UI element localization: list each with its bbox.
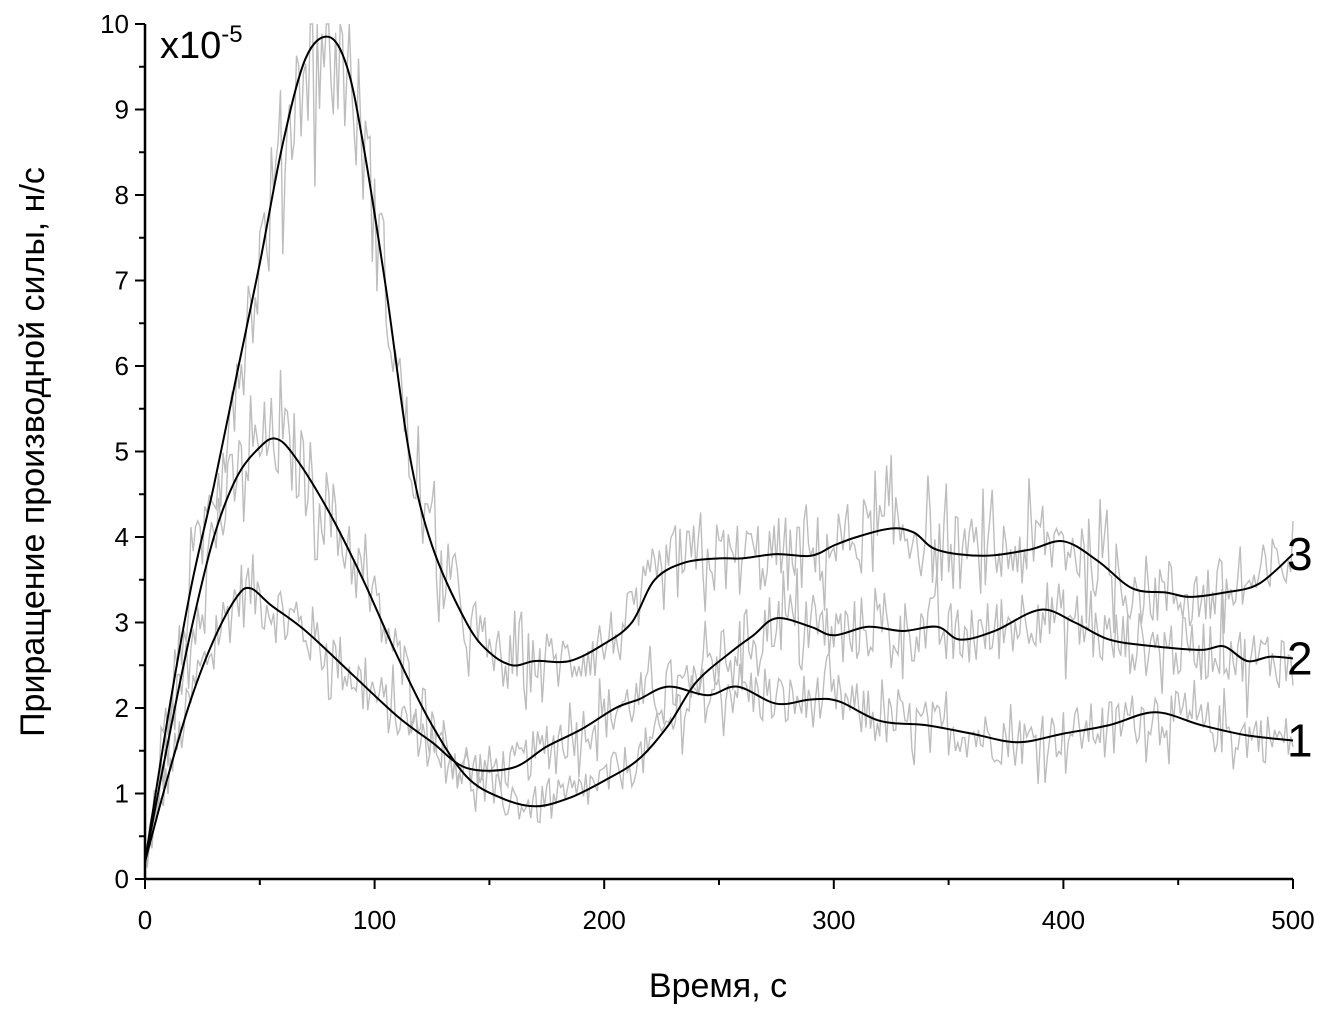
series-labels-layer: 1 2 3 <box>1287 528 1313 766</box>
y-tick-label: 10 <box>100 9 129 39</box>
x-tick-label: 0 <box>138 905 152 935</box>
y-tick-label: 4 <box>115 522 129 552</box>
y-axis-title: Приращение производной силы, н/с <box>14 167 52 737</box>
smoothed-curves-layer <box>144 35 1294 863</box>
x-tick-label: 300 <box>812 905 855 935</box>
series-label-3: 3 <box>1287 528 1313 580</box>
x-axis-title: Время, с <box>649 967 787 1005</box>
x-tick-label: 100 <box>353 905 396 935</box>
raw-signal-layer <box>144 23 1294 868</box>
ticks-layer: 0 100 200 300 400 500 0 1 2 3 4 5 6 7 8 9 10 <box>100 9 1315 935</box>
y-tick-label: 5 <box>115 437 129 467</box>
y-tick-label: 3 <box>115 608 129 638</box>
y-scale-multiplier: x10-5 <box>160 21 243 67</box>
x-tick-label: 400 <box>1042 905 1085 935</box>
scale-exponent: -5 <box>221 21 242 48</box>
y-tick-label: 2 <box>115 693 129 723</box>
y-tick-label: 1 <box>115 779 129 809</box>
y-tick-label: 7 <box>115 266 129 296</box>
y-tick-label: 6 <box>115 351 129 381</box>
y-tick-label: 8 <box>115 180 129 210</box>
scale-base: x10 <box>160 25 221 67</box>
smoothed-curve-2 <box>144 437 1294 863</box>
x-tick-label: 200 <box>583 905 626 935</box>
series-label-1: 1 <box>1287 714 1313 766</box>
y-tick-label: 0 <box>115 864 129 894</box>
raw-signal-3 <box>144 23 1294 868</box>
raw-signal-1 <box>144 554 1294 857</box>
raw-signal-2 <box>144 369 1294 861</box>
smoothed-curve-3 <box>144 35 1294 863</box>
axes-layer <box>143 24 1293 881</box>
x-tick-label: 500 <box>1271 905 1314 935</box>
series-label-2: 2 <box>1287 632 1313 684</box>
smoothed-curve-1 <box>144 586 1294 863</box>
y-tick-label: 9 <box>115 95 129 125</box>
